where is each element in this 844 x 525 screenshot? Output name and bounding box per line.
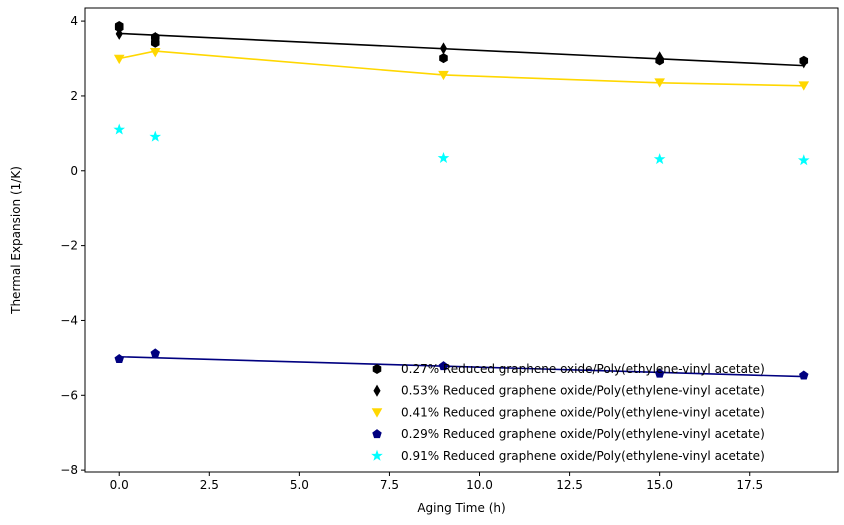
legend-label-series-4: 0.29% Reduced graphene oxide/Poly(ethyle… — [401, 427, 765, 441]
data-point-series-5 — [797, 154, 810, 166]
data-point-series-3 — [113, 54, 125, 65]
data-point-series-4 — [799, 370, 809, 380]
legend-label-series-3: 0.41% Reduced graphene oxide/Poly(ethyle… — [401, 405, 765, 419]
data-point-series-5 — [113, 123, 126, 135]
y-tick-label: 0 — [70, 164, 78, 178]
x-tick-label: 10.0 — [466, 478, 493, 492]
x-tick-label: 15.0 — [646, 478, 673, 492]
y-tick-label: −8 — [60, 463, 78, 477]
y-tick-label: −2 — [60, 239, 78, 253]
data-point-series-2 — [800, 56, 808, 69]
legend-label-series-1: 0.27% Reduced graphene oxide/Poly(ethyle… — [401, 362, 765, 376]
legend-marker-series-2 — [373, 384, 381, 397]
data-point-series-1 — [439, 53, 448, 64]
x-axis-label: Aging Time (h) — [417, 501, 505, 515]
data-point-series-4 — [654, 368, 665, 378]
data-point-series-4 — [150, 348, 160, 358]
data-point-series-4 — [438, 361, 449, 371]
x-tick-label: 5.0 — [290, 478, 309, 492]
y-axis: −8 −6 −4 −2 0 2 4 — [60, 14, 85, 477]
data-points — [113, 21, 810, 380]
data-point-series-3 — [798, 81, 810, 91]
data-point-series-3 — [438, 70, 449, 81]
data-point-series-3 — [654, 78, 665, 88]
fit-line-series-3 — [119, 50, 804, 87]
y-tick-label: 4 — [70, 14, 78, 28]
x-tick-label: 17.5 — [736, 478, 763, 492]
data-point-series-2 — [115, 27, 123, 40]
x-tick-label: 2.5 — [200, 478, 219, 492]
legend-marker-series-5 — [371, 449, 383, 461]
data-point-series-5 — [653, 153, 666, 165]
x-axis: 0.0 2.5 5.0 7.5 10.0 12.5 15.0 17.5 — [110, 472, 763, 492]
data-point-series-2 — [151, 31, 159, 45]
data-point-series-5 — [149, 130, 162, 142]
legend-label-series-2: 0.53% Reduced graphene oxide/Poly(ethyle… — [401, 384, 765, 398]
data-point-series-3 — [149, 48, 161, 58]
data-point-series-2 — [439, 42, 448, 55]
plot-frame — [84, 7, 839, 473]
x-tick-label: 0.0 — [110, 478, 129, 492]
fit-line-series-1 — [119, 32, 804, 67]
fit-lines — [119, 32, 804, 378]
data-point-series-2 — [656, 51, 664, 64]
y-axis-label: Thermal Expansion (1/K) — [9, 166, 23, 315]
x-tick-label: 7.5 — [380, 478, 399, 492]
legend-marker-series-4 — [372, 429, 382, 439]
legend-marker-series-3 — [371, 408, 383, 418]
fit-line-series-4 — [119, 355, 804, 378]
data-point-series-5 — [437, 151, 450, 163]
y-tick-label: −4 — [60, 313, 78, 327]
y-tick-label: −6 — [60, 388, 78, 402]
legend: 0.27% Reduced graphene oxide/Poly(ethyle… — [371, 362, 765, 463]
x-tick-label: 12.5 — [556, 478, 583, 492]
y-tick-label: 2 — [70, 89, 78, 103]
legend-label-series-5: 0.91% Reduced graphene oxide/Poly(ethyle… — [401, 449, 765, 463]
legend-marker-series-1 — [372, 364, 382, 374]
data-point-series-4 — [114, 354, 124, 364]
